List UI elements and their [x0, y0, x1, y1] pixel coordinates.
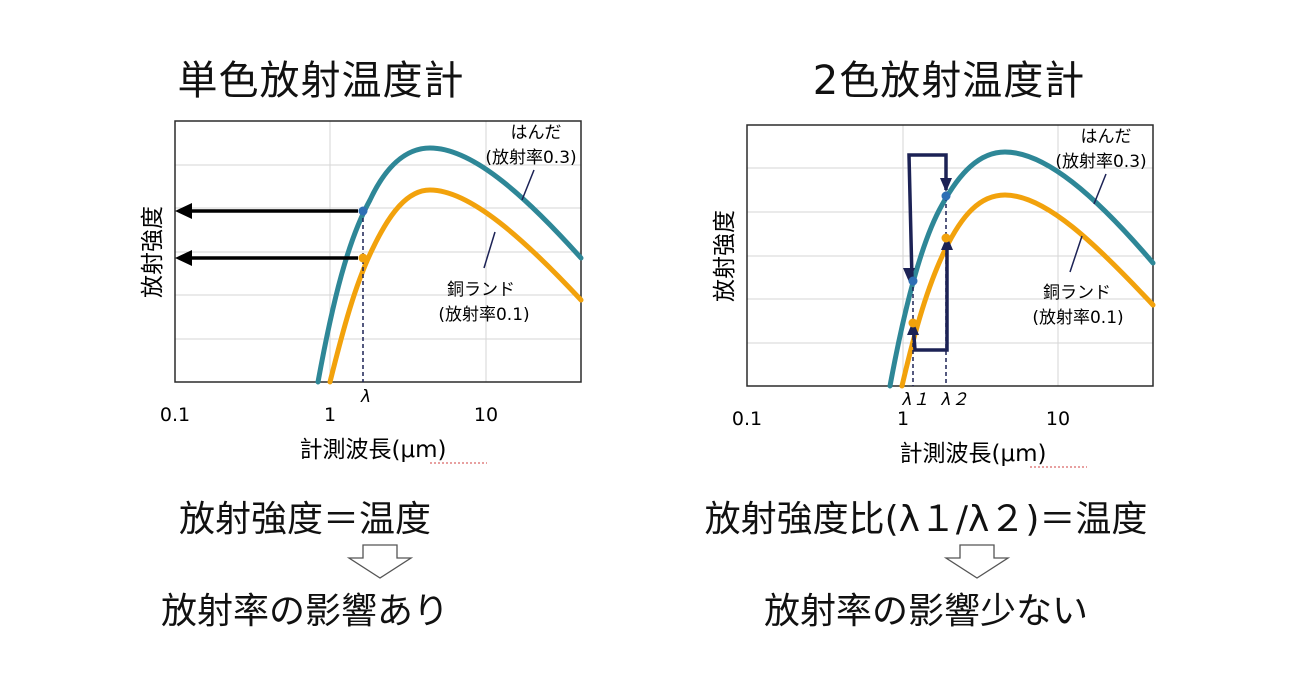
solder-marker	[358, 206, 368, 216]
intensity-arrow-copper	[175, 250, 358, 266]
copper-marker	[358, 253, 368, 263]
solder-label: はんだ	[1081, 127, 1132, 147]
lambda2-solder-marker	[941, 191, 951, 201]
loop-arrow-up-left	[907, 321, 919, 335]
copper-emissivity: (放射率0.1)	[1032, 308, 1123, 328]
grid	[175, 121, 581, 382]
down-arrow-icon	[943, 544, 1011, 579]
lambda2-copper-marker	[941, 233, 951, 243]
solder-leader	[521, 169, 535, 201]
solder-label: はんだ	[511, 123, 562, 143]
tick-label-0: 0.1	[732, 408, 762, 430]
panel-title: 単色放射温度計	[177, 58, 465, 104]
loop-arrow-down-right	[940, 178, 952, 192]
equation-text: 放射強度比(λ１/λ２)＝温度	[704, 499, 1148, 540]
lambda1-copper-marker	[908, 318, 918, 328]
solder-curve	[315, 145, 584, 385]
solder-curve	[887, 149, 1156, 389]
solder-emissivity: (放射率0.3)	[1055, 152, 1146, 172]
lambda1-solder-marker	[908, 276, 918, 286]
copper-curve	[327, 187, 584, 385]
loop-arrow-down-left	[903, 268, 915, 282]
grid	[747, 125, 1153, 386]
copper-curve	[899, 192, 1156, 389]
two-color-panel: 2色放射温度計 は	[650, 0, 1300, 680]
plot-frame	[174, 120, 582, 383]
y-axis-label: 放射強度	[140, 206, 166, 298]
tick-label-1: 1	[324, 404, 336, 426]
y-axis-label: 放射強度	[712, 210, 738, 302]
intensity-arrow-solder	[175, 203, 358, 219]
copper-leader	[483, 231, 496, 269]
x-axis-label: 計測波長(μm)	[300, 437, 447, 463]
solder-leader	[1093, 173, 1107, 205]
loop-arrow-up-right	[941, 236, 953, 250]
lambda2-label: λ２	[940, 390, 968, 410]
lambda-label: λ	[360, 387, 371, 407]
panel-title: 2色放射温度計	[812, 58, 1086, 104]
single-color-plot: はんだ (放射率0.3) 銅ランド (放射率0.1) λ 0.1 1 10 計測…	[140, 120, 584, 464]
tick-label-2: 10	[474, 404, 498, 426]
tick-label-1: 1	[897, 408, 909, 430]
result-text: 放射率の影響少ない	[763, 591, 1088, 632]
tick-label-0: 0.1	[160, 404, 190, 426]
x-axis-label: 計測波長(μm)	[900, 441, 1047, 467]
copper-emissivity: (放射率0.1)	[438, 305, 529, 325]
copper-label: 銅ランド	[1043, 283, 1111, 303]
copper-label: 銅ランド	[447, 280, 515, 300]
lambda1-label: λ１	[901, 390, 929, 410]
plot-frame	[746, 124, 1154, 387]
tick-label-2: 10	[1046, 408, 1070, 430]
copper-leader	[1069, 235, 1083, 273]
solder-emissivity: (放射率0.3)	[485, 148, 576, 168]
result-text: 放射率の影響あり	[160, 591, 449, 632]
down-arrow-icon	[346, 544, 414, 579]
single-color-panel: 単色放射温度計 はん	[140, 58, 584, 632]
ratio-loop	[907, 153, 949, 352]
two-color-plot: はんだ (放射率0.3) 銅ランド (放射率0.1) λ１ λ２ 0.1 1 1…	[712, 124, 1156, 468]
equation-text: 放射強度＝温度	[178, 499, 431, 540]
